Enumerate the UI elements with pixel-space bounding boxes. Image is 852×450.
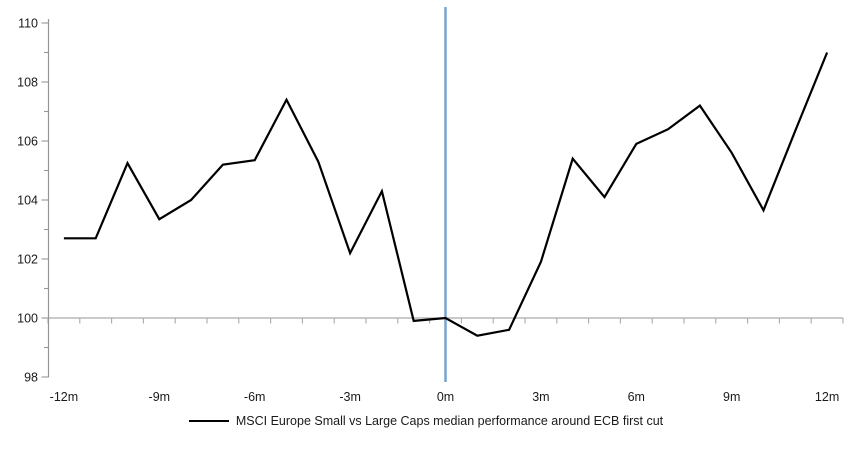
x-tick-label: 12m — [815, 390, 839, 404]
y-tick-label: 98 — [24, 371, 38, 385]
legend-label: MSCI Europe Small vs Large Caps median p… — [235, 414, 664, 428]
x-tick-label: 9m — [723, 390, 740, 404]
legend-line-sample — [188, 420, 229, 422]
legend: MSCI Europe Small vs Large Caps median p… — [0, 414, 852, 428]
y-tick-label: 108 — [17, 76, 38, 90]
series-line — [63, 52, 829, 337]
y-tick-label: 102 — [17, 253, 38, 267]
x-tick-label: -9m — [149, 390, 171, 404]
y-tick-label: 104 — [17, 194, 38, 208]
x-tick-label: 6m — [628, 390, 645, 404]
x-tick-label: -3m — [339, 390, 361, 404]
x-tick-label: 3m — [532, 390, 549, 404]
y-tick-label: 100 — [17, 312, 38, 326]
y-tick-label: 106 — [17, 135, 38, 149]
x-tick-label: -12m — [50, 390, 78, 404]
x-tick-label: -6m — [244, 390, 266, 404]
x-tick-label: 0m — [437, 390, 454, 404]
y-tick-label: 110 — [18, 17, 38, 31]
